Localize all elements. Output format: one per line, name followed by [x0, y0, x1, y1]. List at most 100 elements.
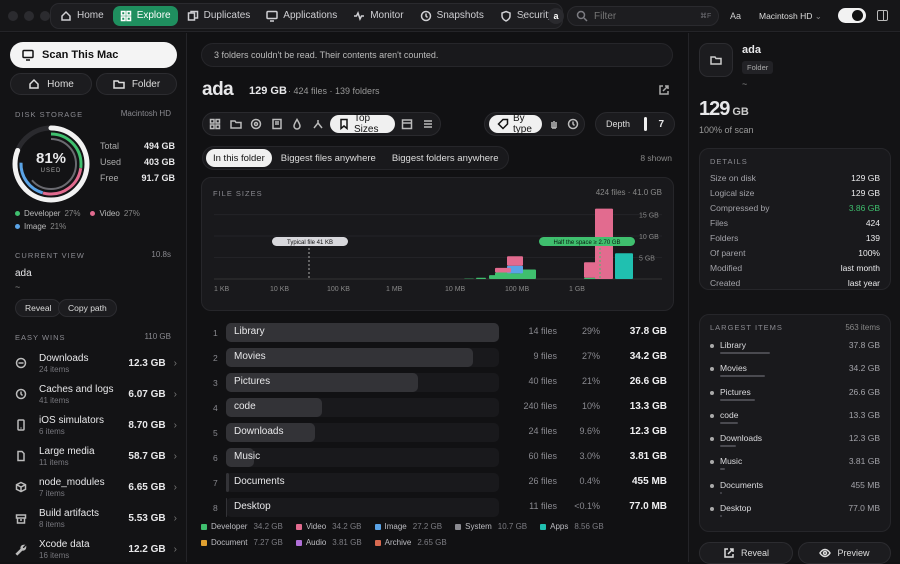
file-icon	[12, 447, 30, 465]
row-bar-fill	[226, 323, 499, 342]
hand-icon[interactable]	[546, 115, 561, 133]
disk-selector[interactable]: Macintosh HD ⌄	[759, 11, 822, 22]
grid-view-icon[interactable]	[207, 115, 224, 133]
clock-icon[interactable]	[565, 115, 580, 133]
largest-item-name: Music	[720, 456, 742, 466]
disk-stat-value: 403 GB	[144, 157, 175, 173]
folder-button[interactable]: Folder	[96, 73, 177, 95]
scope-tab[interactable]: Biggest files anywhere	[274, 149, 383, 167]
legend-value: 27.2 GB	[413, 522, 442, 531]
back-icon[interactable]: ‹	[521, 9, 525, 23]
download-icon	[12, 354, 30, 372]
by-type-button[interactable]: By type	[489, 115, 542, 133]
home-icon	[60, 10, 72, 22]
window-dot[interactable]	[40, 11, 50, 21]
avatar[interactable]: a	[548, 8, 564, 24]
rows-view-icon[interactable]	[419, 115, 436, 133]
depth-control[interactable]: Depth 7	[595, 112, 675, 136]
filter-input[interactable]	[594, 11, 694, 22]
calendar-view-icon[interactable]	[399, 115, 416, 133]
row-name: Library	[234, 326, 265, 337]
reveal-button[interactable]: Reveal	[699, 542, 793, 564]
largest-item-bar	[720, 352, 770, 354]
nav-tab-applications[interactable]: Applications	[259, 6, 344, 26]
sidebar-toggle-icon[interactable]	[877, 10, 888, 21]
top-sizes-tab[interactable]: Top Sizes	[330, 115, 395, 133]
nav-tab-duplicates[interactable]: Duplicates	[180, 6, 258, 26]
text-size-button[interactable]: Aa	[730, 11, 741, 21]
row-percent: <0.1%	[559, 501, 600, 511]
chart-bar-video	[507, 256, 523, 265]
row-index: 5	[200, 428, 224, 438]
list-view-icon[interactable]	[269, 115, 286, 133]
easy-win-name: Xcode data	[39, 539, 128, 550]
by-type-label: By type	[513, 113, 534, 135]
preview-button[interactable]: Preview	[798, 542, 891, 564]
detail-key: Of parent	[710, 248, 745, 258]
copy-path-button[interactable]: Copy path	[58, 299, 117, 317]
nav-tab-monitor[interactable]: Monitor	[346, 6, 410, 26]
scope-tab[interactable]: In this folder	[206, 149, 272, 167]
largest-item-bar	[720, 492, 722, 494]
bookmark-icon	[338, 118, 350, 130]
nav-tab-home[interactable]: Home	[53, 6, 111, 26]
detail-key: Modified	[710, 263, 742, 273]
sunburst-view-icon[interactable]	[248, 115, 265, 133]
legend-name: Developer	[211, 522, 247, 531]
filter-search[interactable]: ⌘F	[567, 6, 719, 26]
disk-stat-label: Free	[100, 173, 119, 189]
legend-swatch	[375, 540, 381, 546]
drop-view-icon[interactable]	[289, 115, 306, 133]
home-button[interactable]: Home	[10, 73, 92, 95]
window-dot[interactable]	[24, 11, 34, 21]
window-dot[interactable]	[8, 11, 18, 21]
reveal-button[interactable]: Reveal	[15, 299, 61, 317]
detail-key: Compressed by	[710, 203, 770, 213]
easy-win-count: 16 items	[39, 551, 128, 560]
scan-this-mac-button[interactable]: Scan This Mac	[10, 42, 177, 68]
largest-items-count: 563 items	[845, 323, 880, 332]
folder-counts-sep: ·	[327, 86, 335, 96]
nav-tab-explore[interactable]: Explore	[113, 6, 178, 26]
chart-bar-video	[495, 268, 511, 273]
inspector-panel: ada Folder ~ 129 GB 100% of scan DETAILS…	[688, 33, 900, 562]
tree-view-icon[interactable]	[310, 115, 327, 133]
depth-slider-handle[interactable]	[644, 117, 647, 131]
row-bar-track	[226, 348, 499, 367]
grouping-toolbar: By type	[484, 112, 585, 136]
scope-tab[interactable]: Biggest folders anywhere	[385, 149, 506, 167]
folder-view-icon[interactable]	[228, 115, 245, 133]
nav-tab-snapshots[interactable]: Snapshots	[413, 6, 491, 26]
open-external-icon[interactable]	[658, 84, 670, 96]
theme-toggle[interactable]	[838, 8, 866, 23]
row-size: 37.8 GB	[605, 326, 667, 337]
